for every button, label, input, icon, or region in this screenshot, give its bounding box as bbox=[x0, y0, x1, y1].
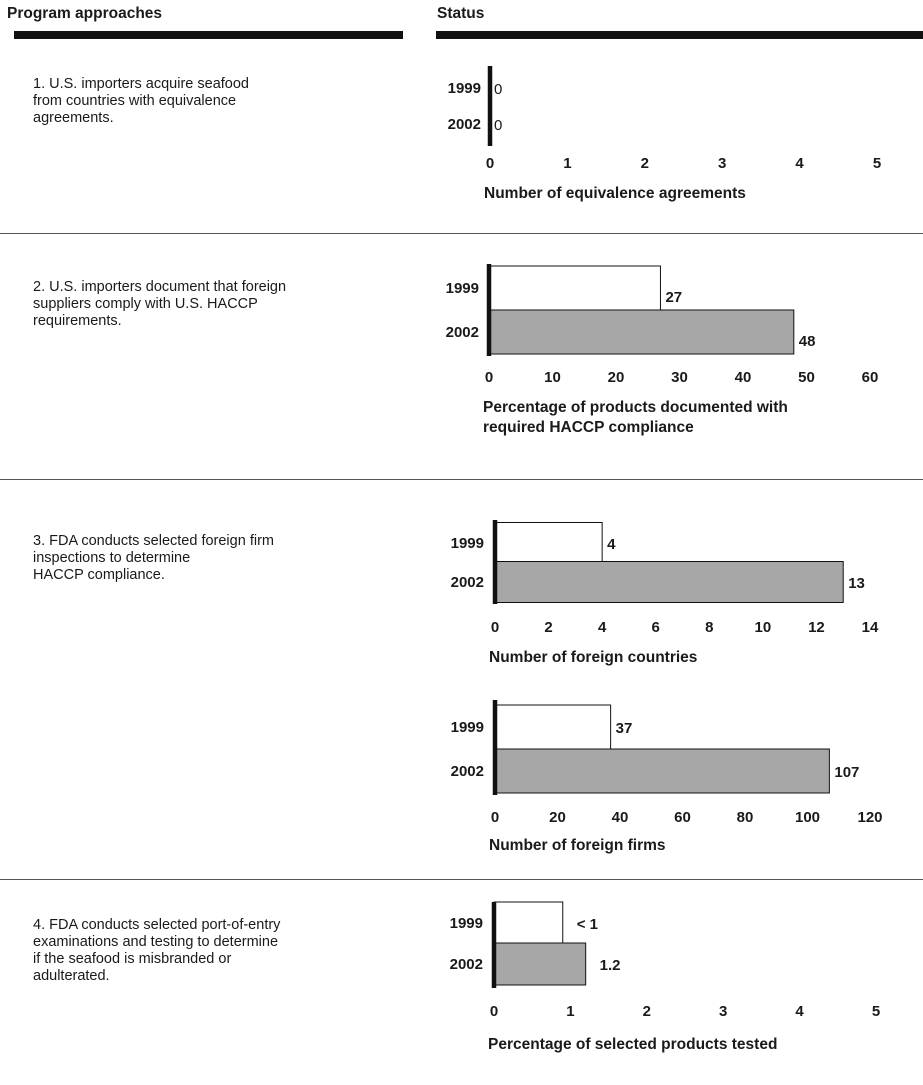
year-label: 1999 bbox=[448, 80, 481, 97]
tick-label: 4 bbox=[795, 1003, 804, 1020]
x-axis-label: Number of foreign firms bbox=[489, 837, 666, 854]
year-label: 1999 bbox=[451, 719, 484, 736]
tick-label: 120 bbox=[857, 809, 882, 826]
x-axis-label: Number of equivalence agreements bbox=[484, 185, 746, 202]
value-label: 0 bbox=[494, 81, 502, 98]
program-approach-1: 1. U.S. importers acquire seafood from c… bbox=[33, 76, 249, 126]
x-axis-label: Percentage of selected products tested bbox=[488, 1036, 777, 1053]
tick-label: 40 bbox=[735, 369, 752, 386]
tick-label: 1 bbox=[566, 1003, 574, 1020]
value-label: 1.2 bbox=[600, 957, 621, 974]
x-axis-label: Percentage of products documented with bbox=[483, 399, 788, 416]
program-approach-4: 4. FDA conducts selected port-of-entry e… bbox=[33, 917, 281, 984]
tick-label: 60 bbox=[862, 369, 879, 386]
tick-label: 2 bbox=[643, 1003, 651, 1020]
x-axis-label: Number of foreign countries bbox=[489, 649, 697, 666]
year-label: 1999 bbox=[451, 535, 484, 552]
tick-label: 60 bbox=[674, 809, 691, 826]
tick-label: 0 bbox=[491, 809, 499, 826]
value-label: 0 bbox=[494, 117, 502, 134]
bar-2002 bbox=[493, 942, 587, 986]
x-axis-label: required HACCP compliance bbox=[483, 419, 694, 436]
program-approach-2: 2. U.S. importers document that foreign … bbox=[33, 279, 287, 329]
program-approach-3: 3. FDA conducts selected foreign firm in… bbox=[33, 533, 274, 583]
value-label: 13 bbox=[848, 575, 865, 592]
value-label: 48 bbox=[799, 333, 816, 350]
year-label: 1999 bbox=[450, 915, 483, 932]
header-rule-left bbox=[14, 31, 403, 39]
tick-label: 6 bbox=[652, 619, 660, 636]
year-label: 2002 bbox=[451, 574, 484, 591]
tick-label: 4 bbox=[795, 155, 804, 172]
year-label: 1999 bbox=[446, 280, 479, 297]
row-divider bbox=[0, 233, 923, 234]
bar-2002 bbox=[488, 309, 795, 355]
tick-label: 0 bbox=[491, 619, 499, 636]
tick-label: 12 bbox=[808, 619, 825, 636]
bar-2002 bbox=[494, 748, 830, 794]
tick-label: 20 bbox=[608, 369, 625, 386]
tick-label: 2 bbox=[641, 155, 649, 172]
bar-1999 bbox=[494, 522, 603, 564]
bar-1999 bbox=[494, 704, 612, 750]
tick-label: 10 bbox=[755, 619, 772, 636]
tick-label: 0 bbox=[485, 369, 493, 386]
bar-1999 bbox=[488, 265, 661, 311]
value-label: 37 bbox=[616, 720, 633, 737]
header-rule-right bbox=[436, 31, 923, 39]
tick-label: 8 bbox=[705, 619, 713, 636]
tick-label: 50 bbox=[798, 369, 815, 386]
year-label: 2002 bbox=[451, 763, 484, 780]
tick-label: 40 bbox=[612, 809, 629, 826]
tick-label: 14 bbox=[862, 619, 879, 636]
status-header: Status bbox=[437, 5, 485, 22]
row-divider bbox=[0, 879, 923, 880]
year-label: 2002 bbox=[450, 956, 483, 973]
program-approaches-header: Program approaches bbox=[7, 5, 163, 22]
bar-2002 bbox=[494, 561, 844, 603]
value-label: 27 bbox=[665, 289, 682, 306]
tick-label: 10 bbox=[544, 369, 561, 386]
year-label: 2002 bbox=[446, 324, 479, 341]
tick-label: 100 bbox=[795, 809, 820, 826]
row-divider bbox=[0, 479, 923, 480]
tick-label: 80 bbox=[737, 809, 754, 826]
tick-label: 2 bbox=[544, 619, 552, 636]
tick-label: 1 bbox=[563, 155, 571, 172]
tick-label: 20 bbox=[549, 809, 566, 826]
tick-label: 0 bbox=[486, 155, 494, 172]
tick-label: 3 bbox=[718, 155, 726, 172]
value-label: < 1 bbox=[577, 916, 598, 933]
value-label: 107 bbox=[834, 764, 859, 781]
tick-label: 5 bbox=[872, 1003, 880, 1020]
tick-label: 4 bbox=[598, 619, 607, 636]
year-label: 2002 bbox=[448, 116, 481, 133]
tick-label: 0 bbox=[490, 1003, 498, 1020]
bar-1999 bbox=[493, 901, 564, 945]
value-label: 4 bbox=[607, 536, 616, 553]
tick-label: 5 bbox=[873, 155, 881, 172]
tick-label: 3 bbox=[719, 1003, 727, 1020]
tick-label: 30 bbox=[671, 369, 688, 386]
